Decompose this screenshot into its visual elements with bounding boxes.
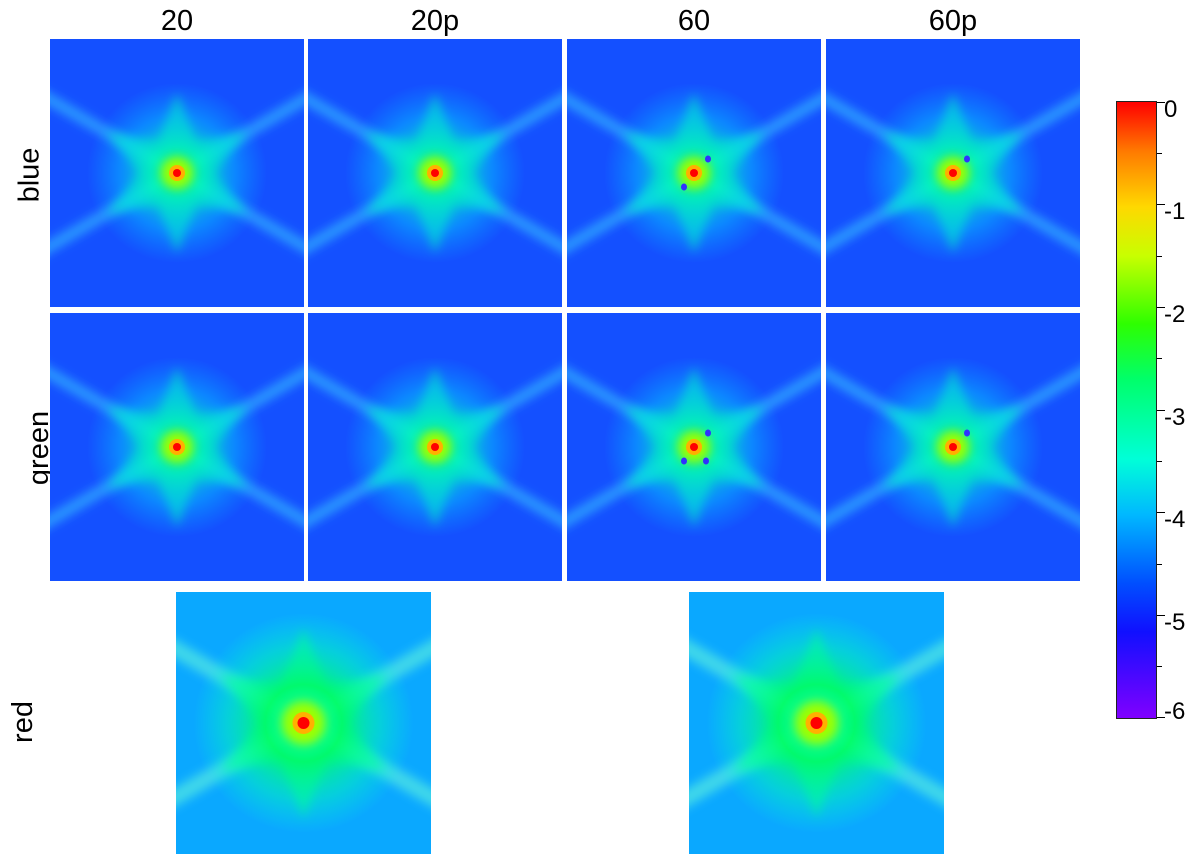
star-pattern — [826, 313, 1080, 581]
colorbar-tick — [1157, 615, 1165, 616]
panel-green-20p — [308, 313, 562, 581]
star-pattern — [308, 313, 562, 581]
panel-blue-20p — [308, 39, 562, 307]
colorbar-minor-tick — [1157, 564, 1162, 565]
colorbar — [1116, 101, 1157, 719]
colorbar-tick — [1157, 204, 1165, 205]
column-header-60p: 60p — [928, 5, 978, 37]
artifact-spot — [703, 457, 709, 465]
colorbar-label-minus5: -5 — [1164, 609, 1186, 636]
colorbar-minor-tick — [1157, 256, 1162, 257]
star-pattern — [50, 39, 304, 307]
colorbar-label-minus4: -4 — [1164, 506, 1186, 533]
colorbar-minor-tick — [1157, 358, 1162, 359]
colorbar-label-0: 0 — [1164, 96, 1178, 123]
colorbar-tick — [1157, 410, 1165, 411]
star-pattern — [689, 592, 944, 854]
colorbar-minor-tick — [1157, 666, 1162, 667]
star-pattern — [176, 592, 431, 854]
star-pattern — [567, 39, 821, 307]
star-pattern — [567, 313, 821, 581]
colorbar-tick — [1157, 717, 1165, 718]
panel-red-right — [689, 592, 944, 854]
star-pattern — [308, 39, 562, 307]
artifact-spot — [964, 429, 970, 437]
colorbar-label-minus2: -2 — [1164, 301, 1186, 328]
artifact-spot — [964, 155, 970, 163]
artifact-spot — [681, 183, 687, 191]
artifact-spot — [681, 457, 687, 465]
column-header-20: 20 — [160, 5, 194, 37]
panel-green-20 — [50, 313, 304, 581]
column-header-20p: 20p — [410, 5, 460, 37]
panel-blue-60p — [826, 39, 1080, 307]
panel-red-left — [176, 592, 431, 854]
column-header-60: 60 — [677, 5, 711, 37]
panel-blue-60 — [567, 39, 821, 307]
colorbar-minor-tick — [1157, 461, 1162, 462]
row-label-red: red — [6, 701, 39, 743]
colorbar-label-minus6: -6 — [1164, 698, 1186, 725]
colorbar-tick — [1157, 102, 1165, 103]
artifact-spot — [705, 155, 711, 163]
colorbar-tick — [1157, 307, 1165, 308]
artifact-spot — [705, 429, 711, 437]
panel-blue-20 — [50, 39, 304, 307]
star-pattern — [50, 313, 304, 581]
colorbar-label-minus3: -3 — [1164, 404, 1186, 431]
colorbar-minor-tick — [1157, 153, 1162, 154]
star-pattern — [826, 39, 1080, 307]
row-label-green: green — [23, 410, 56, 486]
row-label-blue: blue — [13, 147, 46, 203]
colorbar-label-minus1: -1 — [1164, 198, 1186, 225]
panel-green-60 — [567, 313, 821, 581]
panel-green-60p — [826, 313, 1080, 581]
colorbar-tick — [1157, 512, 1165, 513]
